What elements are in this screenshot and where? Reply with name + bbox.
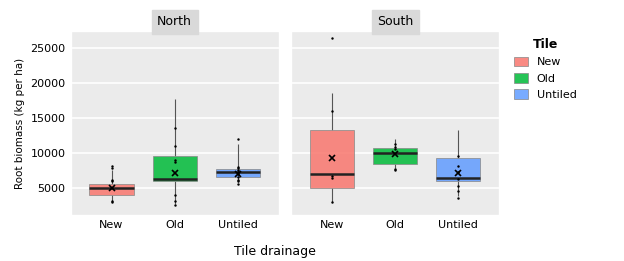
Y-axis label: Root biomass (kg per ha): Root biomass (kg per ha)	[15, 57, 25, 189]
Text: Tile drainage: Tile drainage	[233, 245, 316, 258]
Bar	[152, 156, 197, 181]
Bar	[215, 169, 260, 177]
Bar	[436, 158, 480, 181]
Title: North: North	[157, 15, 192, 28]
Bar	[310, 130, 354, 188]
Bar	[373, 148, 417, 164]
Legend: New, Old, Untiled: New, Old, Untiled	[509, 32, 582, 105]
Title: South: South	[377, 15, 413, 28]
Bar	[89, 184, 134, 195]
